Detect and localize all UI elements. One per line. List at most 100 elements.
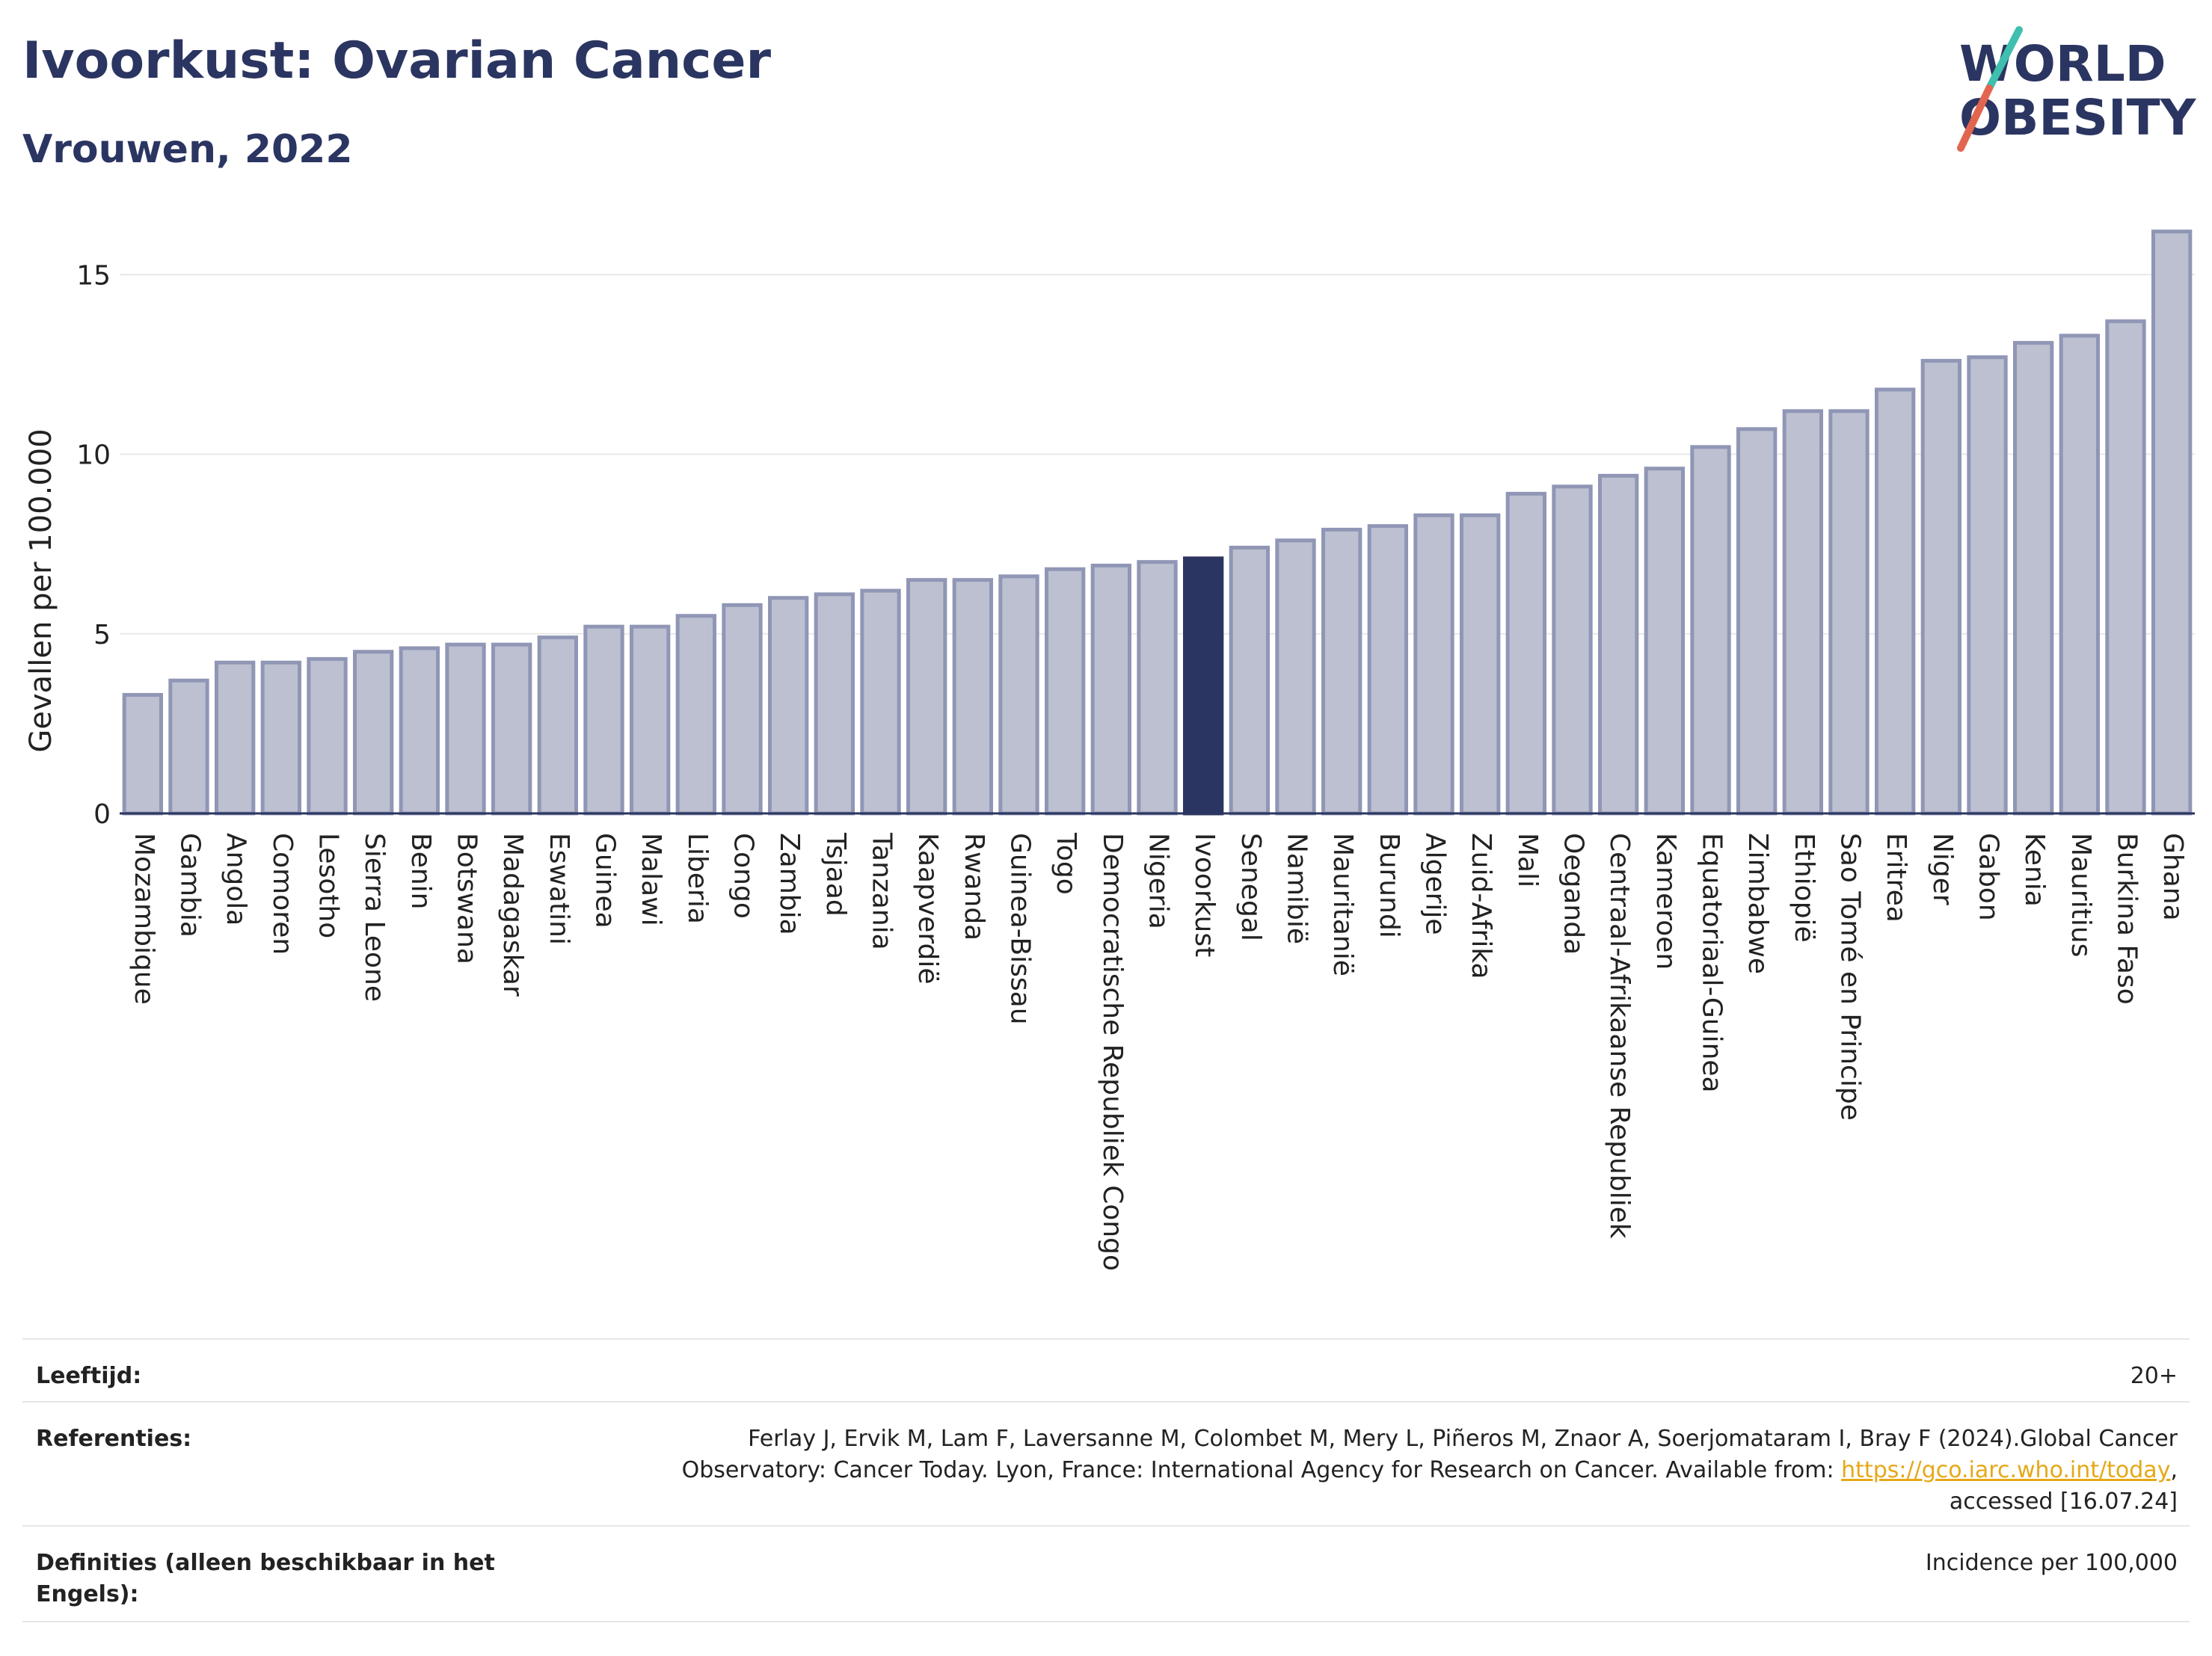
x-tick-label: Zuid-Afrika — [1466, 833, 1496, 979]
x-tick-label: Congo — [728, 833, 759, 919]
x-tick-label: Malawi — [636, 833, 666, 926]
bar-ethiopi- — [1782, 409, 1824, 816]
bar-guinea-bissau — [998, 574, 1039, 816]
bar-congo — [722, 603, 763, 816]
x-tick-label: Ghana — [2157, 833, 2188, 921]
x-tick-label: Zimbabwe — [1742, 833, 1773, 974]
x-tick-label: Burkina Faso — [2112, 833, 2142, 1005]
footer-row-age: Leeftijd: 20+ — [22, 1338, 2190, 1403]
x-tick-label: Benin — [405, 833, 436, 909]
bar-guinea — [583, 624, 624, 816]
bar-rwanda — [952, 578, 993, 816]
x-tick-label: Liberia — [682, 833, 713, 924]
x-tick-label: Eswatini — [544, 833, 574, 945]
bar-namibi- — [1275, 538, 1316, 816]
bars — [122, 230, 2193, 816]
footer-row-definitions: Definities (alleen beschikbaar in het En… — [22, 1525, 2190, 1622]
x-tick-label: Equatoriaal-Guinea — [1697, 833, 1727, 1093]
x-tick-label: Sao Tomé en Principe — [1835, 833, 1866, 1121]
y-tick-label: 5 — [93, 620, 111, 650]
x-tick-label: Togo — [1051, 832, 1081, 895]
bar-democratische-republiek-congo — [1090, 563, 1131, 816]
x-tick-label: Mali — [1512, 833, 1543, 887]
bar-tsjaad — [814, 592, 855, 816]
world-obesity-logo: WORLD OBESITY — [1957, 26, 2197, 152]
x-tick-label: Rwanda — [959, 833, 989, 941]
bar-zambia — [768, 596, 809, 816]
bar-malawi — [630, 624, 671, 816]
references-suffix: , accessed [16.07.24] — [1949, 1457, 2178, 1515]
x-tick-label: Comoren — [267, 833, 298, 955]
bar-zimbabwe — [1736, 427, 1778, 816]
bar-burkina-faso — [2105, 319, 2146, 816]
x-tick-label: Ivoorkust — [1189, 833, 1220, 957]
bar-nigeria — [1137, 560, 1178, 816]
y-tick-label: 15 — [76, 260, 111, 291]
bar-gambia — [168, 678, 209, 816]
x-tick-label: Mauritanië — [1327, 833, 1358, 976]
x-tick-label: Nigeria — [1143, 833, 1174, 929]
bar-lesotho — [307, 656, 348, 816]
x-tick-label: Eritrea — [1881, 833, 1911, 923]
x-tick-label: Ethiopië — [1789, 833, 1819, 943]
bar-zuid-afrika — [1460, 513, 1501, 816]
x-tick-label: Madagaskar — [497, 833, 528, 997]
bar-benin — [399, 646, 440, 816]
x-tick-label: Guinea — [590, 833, 621, 929]
x-tick-label: Mozambique — [129, 833, 159, 1005]
bar-comoren — [260, 660, 301, 816]
bar-senegal — [1229, 545, 1270, 816]
bar-gabon — [1967, 355, 2008, 816]
x-tick-label: Kameroen — [1650, 833, 1681, 970]
bar-mauritani- — [1321, 527, 1362, 816]
bar-algerije — [1413, 513, 1454, 816]
bar-niger — [1920, 359, 1962, 816]
bar-mali — [1505, 491, 1546, 816]
bar-angola — [215, 660, 256, 816]
references-link[interactable]: https://gco.iarc.who.int/today — [1841, 1457, 2171, 1483]
chart-title: Ivoorkust: Ovarian Cancer — [22, 31, 772, 90]
bar-liberia — [675, 614, 717, 816]
bar-kenia — [2013, 341, 2054, 816]
x-tick-label: Algerije — [1420, 833, 1451, 935]
x-tick-label: Kenia — [2019, 833, 2050, 907]
logo-slash-coral — [1957, 84, 1993, 152]
footer-references-label: Referenties: — [36, 1426, 192, 1452]
footer-references-value: Ferlay J, Ervik M, Lam F, Laversanne M, … — [607, 1423, 2178, 1518]
bar-kameroen — [1644, 467, 1686, 816]
y-axis-label: Gevallen per 100.000 — [24, 428, 58, 752]
logo-line-2: OBESITY — [1959, 89, 2197, 147]
footer-definitions-value: Incidence per 100,000 — [1925, 1550, 2178, 1576]
x-tick-label: Mauritius — [2065, 833, 2096, 957]
x-tick-label: Tanzania — [867, 832, 897, 950]
bar-burundi — [1367, 524, 1408, 816]
y-tick-label: 0 — [93, 799, 111, 830]
y-tick-label: 10 — [76, 440, 111, 471]
x-tick-label: Gabon — [1973, 833, 2004, 921]
x-tick-label: Gambia — [175, 833, 206, 938]
x-tick-label: Burundi — [1374, 833, 1404, 938]
bar-ghana — [2151, 230, 2193, 816]
x-tick-label: Namibië — [1282, 833, 1312, 944]
logo-slash-teal — [1985, 26, 2023, 92]
footer-age-label: Leeftijd: — [36, 1363, 142, 1389]
bar-centraal-afrikaanse-republiek — [1598, 473, 1639, 816]
x-tick-label: Angola — [221, 833, 251, 926]
chart-subtitle: Vrouwen, 2022 — [22, 127, 353, 172]
bar-madagaskar — [491, 642, 532, 816]
bar-ivoorkust — [1183, 556, 1224, 816]
footer-row-references: Referenties: Ferlay J, Ervik M, Lam F, L… — [22, 1401, 2190, 1527]
bar-mozambique — [122, 692, 164, 816]
x-tick-label: Kaapverdië — [912, 833, 943, 985]
bar-mauritius — [2059, 333, 2101, 816]
footer-bottom-divider — [22, 1621, 2190, 1622]
bar-togo — [1045, 567, 1086, 816]
tick-labels: 0 5 10 15 Mozambique Gambia Angola Comoren Lesot… — [76, 260, 2188, 1271]
x-tick-label: Tsjaad — [820, 832, 851, 917]
x-tick-label: Zambia — [774, 833, 805, 935]
bar-oeganda — [1552, 484, 1593, 816]
bar-kaapverdi- — [906, 578, 947, 816]
bar-tanzania — [860, 588, 901, 816]
x-tick-label: Botswana — [452, 833, 482, 964]
x-tick-label: Oeganda — [1558, 833, 1589, 955]
